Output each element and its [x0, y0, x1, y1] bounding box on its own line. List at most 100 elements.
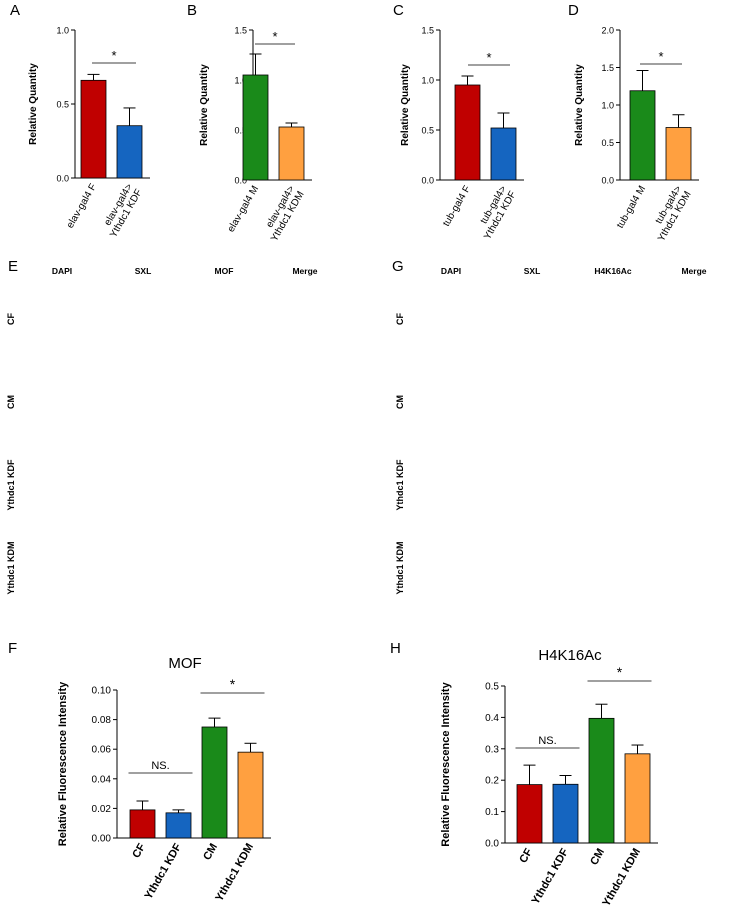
- y-tick-label: 0.4: [485, 713, 499, 724]
- bar: [516, 784, 543, 844]
- y-tick-label: 0.0: [421, 176, 434, 186]
- panel-letter-c: C: [393, 2, 404, 19]
- y-axis-label: Relative Fluorescence Intensity: [57, 681, 69, 846]
- y-tick-label: 0.0: [601, 176, 614, 186]
- chart-h: 0.0 0.1 0.2 0.3 0.4 0.5 Relative Fluorescence …: [440, 647, 658, 909]
- bar: [165, 812, 192, 839]
- chart-b: 0.0 0.5 1.0 1.5 Relative Quantity elav-gal4 M…: [199, 26, 312, 244]
- y-tick-label: 1.0: [421, 76, 434, 86]
- y-axis-label: Relative Fluorescence Intensity: [440, 681, 452, 846]
- x-tick-label: CF: [130, 841, 148, 860]
- significance-label: *: [486, 50, 491, 65]
- y-tick-label: 0.06: [92, 745, 112, 756]
- bar: [624, 753, 651, 844]
- panel-letter-a: A: [10, 2, 21, 19]
- y-tick-label: 0.5: [56, 100, 69, 110]
- micrograph-column-label: SXL: [134, 266, 152, 276]
- x-tick-label: tub-gal4 F: [441, 184, 473, 228]
- micrograph-row-label: Ythdc1 KDF: [395, 459, 405, 511]
- bar: [129, 809, 156, 839]
- y-tick-label: 0.02: [92, 804, 112, 815]
- x-tick-label: Ythdc1 KDF: [143, 841, 185, 901]
- bar: [552, 783, 579, 844]
- y-tick-label: 0.2: [485, 776, 499, 787]
- micrograph-column-label: Merge: [292, 266, 318, 276]
- bar: [629, 90, 656, 181]
- chart-d: 0.0 0.5 1.0 1.5 2.0 Relative Quantity tub-gal4…: [574, 26, 699, 244]
- x-tick-label: Ythdc1 KDF: [530, 846, 572, 906]
- micrograph-column-label: MOF: [214, 266, 234, 276]
- y-tick-label: 0.3: [485, 744, 499, 755]
- panel-letter-b: B: [187, 2, 198, 19]
- micrograph-row-label: CF: [6, 313, 16, 325]
- y-tick-label: 1.0: [234, 76, 247, 86]
- x-tick-label: tub-gal4>Ythdc1 KDF: [473, 184, 519, 242]
- bar: [201, 726, 228, 839]
- y-axis-label: Relative Quantity: [574, 64, 585, 146]
- y-tick-label: 0.1: [485, 807, 499, 818]
- micrograph-row-label: CF: [395, 313, 405, 325]
- x-tick-label: Ythdc1 KDM: [213, 842, 256, 904]
- y-tick-label: 0.08: [92, 715, 112, 726]
- significance-label: *: [617, 664, 623, 680]
- y-tick-label: 0.10: [92, 686, 112, 697]
- y-axis-label: Relative Quantity: [400, 64, 411, 146]
- micrograph-row-label: CM: [395, 395, 405, 409]
- y-tick-label: 0.5: [485, 682, 499, 693]
- significance-label: *: [111, 48, 116, 63]
- bar: [80, 79, 107, 179]
- significance-label: *: [230, 676, 236, 692]
- micrograph-column-label: DAPI: [440, 266, 462, 276]
- significance-label: NS.: [538, 735, 556, 747]
- bar: [490, 127, 517, 181]
- y-tick-label: 0.04: [92, 774, 112, 785]
- bar: [665, 127, 692, 181]
- y-tick-label: 2.0: [601, 26, 614, 36]
- significance-label: *: [272, 29, 277, 44]
- y-tick-label: 0.5: [234, 126, 247, 136]
- panel-letter-e: E: [8, 258, 19, 275]
- significance-label: *: [658, 49, 663, 64]
- micrograph-row-label: CM: [6, 395, 16, 409]
- y-tick-label: 0.5: [421, 126, 434, 136]
- x-tick-label: CM: [201, 842, 220, 863]
- x-tick-label: tub-gal4 M: [615, 184, 648, 230]
- y-axis-label: Relative Quantity: [28, 63, 39, 145]
- y-tick-label: 1.5: [421, 26, 434, 36]
- panel-letter-h: H: [390, 640, 401, 657]
- panel-letter-g: G: [392, 258, 404, 275]
- panel-letter-f: F: [8, 640, 18, 657]
- y-tick-label: 0.5: [601, 138, 614, 148]
- bar: [242, 74, 269, 181]
- micrograph-column-label: SXL: [523, 266, 541, 276]
- x-tick-label: CM: [588, 847, 607, 868]
- y-tick-label: 0.00: [92, 834, 112, 845]
- x-tick-label: elav-gal4 M: [226, 184, 261, 234]
- y-axis-label: Relative Quantity: [199, 64, 210, 146]
- y-tick-label: 1.5: [234, 26, 247, 36]
- bar: [278, 126, 305, 181]
- x-tick-label: elav-gal4>Ythdc1 KDM: [260, 184, 307, 244]
- bar: [116, 125, 143, 179]
- bar: [237, 751, 264, 839]
- significance-label: NS.: [151, 760, 169, 772]
- micrograph-column-label: DAPI: [51, 266, 73, 276]
- y-tick-label: 1.5: [601, 63, 614, 73]
- y-tick-label: 1.0: [601, 101, 614, 111]
- y-tick-label: 0.0: [485, 839, 499, 850]
- chart-title: MOF: [168, 655, 201, 672]
- x-tick-label: CF: [517, 846, 535, 865]
- y-tick-label: 0.0: [234, 176, 247, 186]
- y-tick-label: 1.0: [56, 26, 69, 36]
- x-tick-label: tub-gal4>Ythdc1 KDM: [647, 184, 694, 244]
- chart-title: H4K16Ac: [538, 647, 602, 664]
- bar: [454, 84, 481, 181]
- y-tick-label: 0.0: [56, 174, 69, 184]
- micrograph-row-label: Ythdc1 KDM: [395, 541, 405, 595]
- bar: [588, 717, 615, 844]
- x-tick-label: elav-gal4 F: [65, 182, 99, 230]
- chart-f: 0.00 0.02 0.04 0.06 0.08 0.10 Relative Fluores…: [57, 655, 271, 904]
